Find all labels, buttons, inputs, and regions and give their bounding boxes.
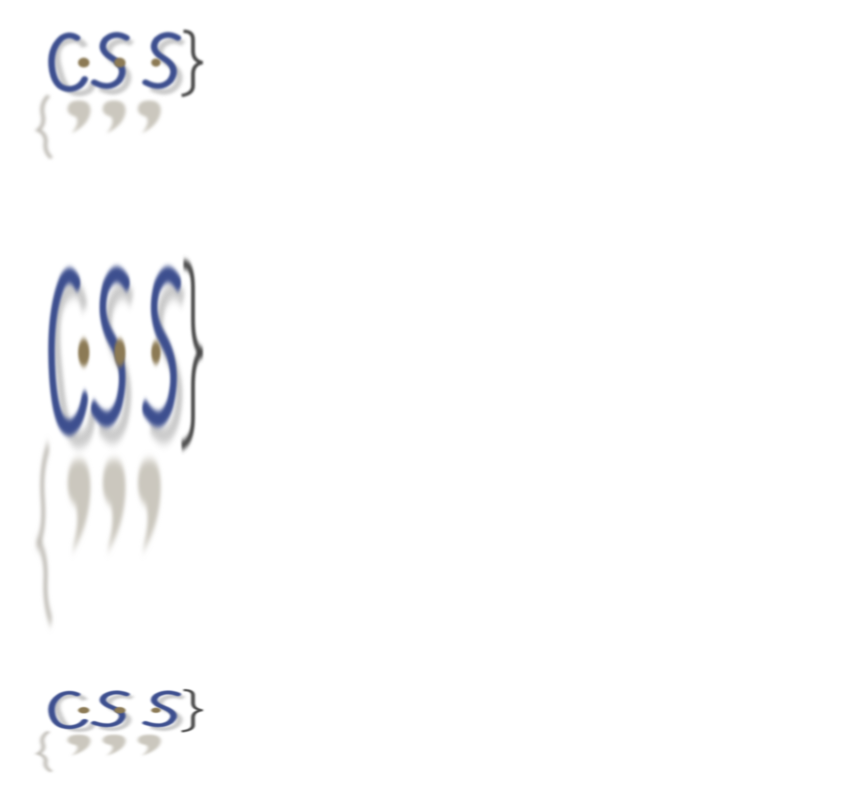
css-logo-tall	[22, 255, 212, 650]
css-logo-short-graphic	[22, 688, 212, 778]
css-logo-normal-graphic	[22, 28, 212, 168]
css-logo-normal	[22, 28, 212, 168]
css-logo-tall-graphic	[22, 255, 212, 650]
css-logo-short	[22, 688, 212, 778]
